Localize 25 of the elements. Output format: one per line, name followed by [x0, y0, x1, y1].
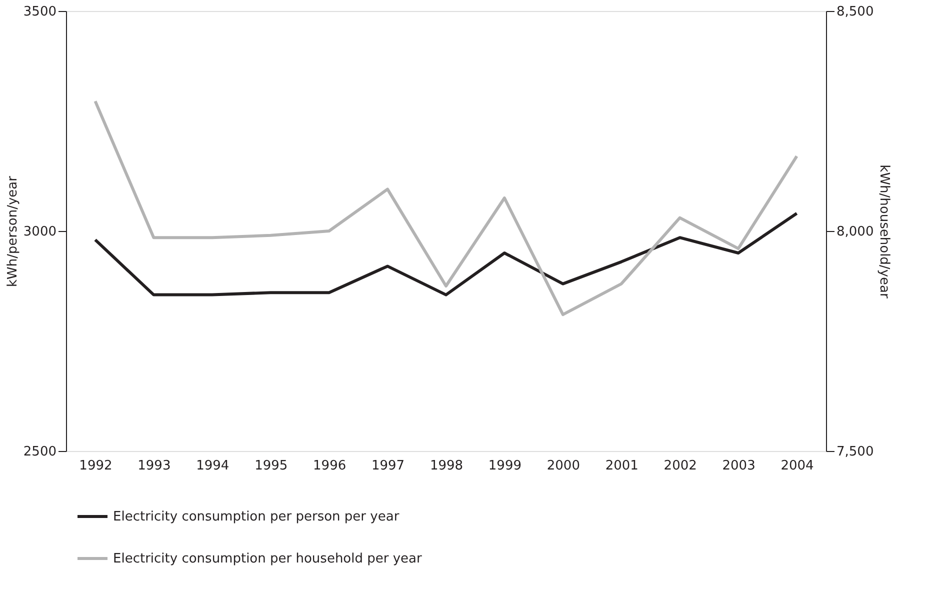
x-tick-label: 1993 — [138, 458, 171, 474]
y2-tick-label: 8,000 — [836, 224, 874, 240]
x-tick-label: 1995 — [254, 458, 288, 474]
y-tick-label: 2500 — [23, 444, 56, 460]
line-series — [94, 100, 798, 316]
y-tick-label: 3500 — [23, 4, 56, 20]
legend-label: Electricity consumption per person per year — [113, 510, 400, 524]
x-tick-label: 2002 — [664, 458, 697, 474]
legend-label: Electricity consumption per household per year — [113, 552, 423, 566]
y2-tick-label: 8,500 — [836, 4, 874, 20]
y-tick-label: 3000 — [23, 224, 56, 240]
x-tick-label: 1999 — [488, 458, 522, 474]
x-tick-label: 2000 — [546, 458, 580, 474]
x-tick-label: 2004 — [780, 458, 814, 474]
y-axis-title: kWh/person/year — [5, 175, 20, 287]
x-tick-label: 1997 — [371, 458, 405, 474]
y2-axis-title: kWh/household/year — [876, 164, 892, 299]
y2-tick-label: 7,500 — [836, 444, 874, 460]
x-tick-label: 1996 — [313, 458, 346, 474]
x-tick-label: 2003 — [722, 458, 756, 474]
x-tick-label: 1994 — [196, 458, 230, 474]
x-tick-label: 2001 — [605, 458, 638, 474]
x-tick-label: 1998 — [430, 458, 464, 474]
x-tick-label: 1992 — [79, 458, 112, 474]
line-series — [94, 212, 798, 296]
